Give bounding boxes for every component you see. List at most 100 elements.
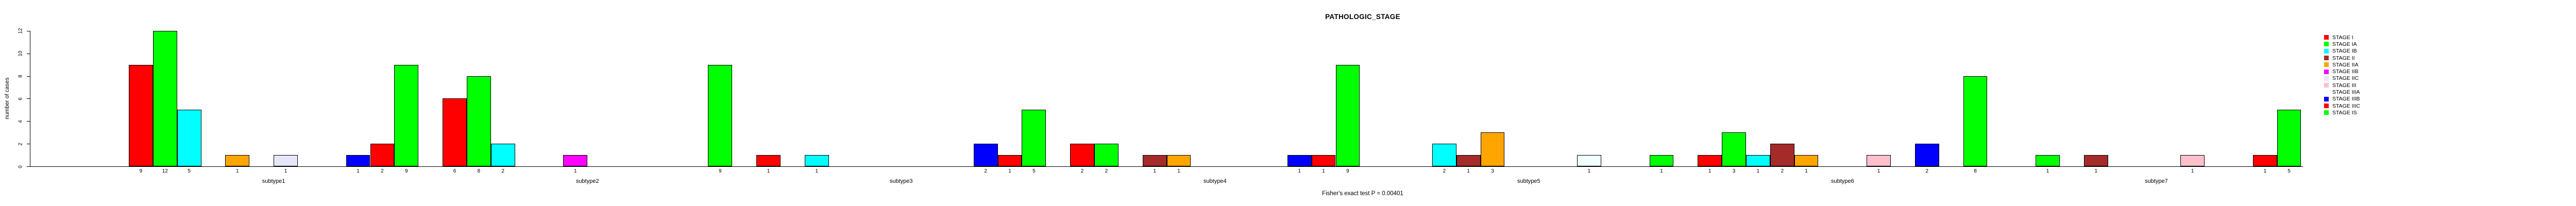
legend-label: STAGE IIIA — [2332, 89, 2360, 96]
legend-item: STAGE IB — [2324, 48, 2360, 55]
bar-value-label: 3 — [1491, 168, 1494, 174]
bar-subtype4-stage-is — [1335, 64, 1360, 166]
bar-subtype1-stage-iiib — [346, 155, 370, 166]
bar-value-label: 1 — [357, 168, 360, 174]
legend-label: STAGE IB — [2332, 48, 2357, 55]
bar-value-label: 2 — [984, 168, 987, 174]
y-tick — [27, 98, 30, 99]
bar-subtype6-stage-iiib — [1914, 144, 1939, 166]
legend-swatch — [2324, 90, 2329, 95]
bar-value-label: 1 — [2263, 168, 2266, 174]
bar-subtype4-stage-i — [1070, 144, 1094, 166]
legend-swatch — [2324, 83, 2329, 88]
bar-value-label: 2 — [1443, 168, 1446, 174]
x-category-label-subtype5: subtype5 — [1517, 178, 1540, 184]
bar-value-label: 1 — [2046, 168, 2049, 174]
legend-item: STAGE IS — [2324, 109, 2360, 116]
bar-subtype1-stage-i — [129, 64, 153, 166]
bar-subtype6-stage-ib — [1745, 155, 1770, 166]
y-tick — [27, 121, 30, 122]
legend-label: STAGE III — [2332, 82, 2357, 89]
legend-item: STAGE IIA — [2324, 61, 2360, 68]
bar-subtype7-stage-is — [2277, 110, 2301, 166]
bar-value-label: 5 — [2287, 168, 2291, 174]
bar-subtype6-stage-ia — [1722, 132, 1746, 166]
bar-subtype3-stage-ib — [804, 155, 829, 166]
bar-subtype1-stage-iiic — [370, 144, 395, 166]
x-category-label-subtype6: subtype6 — [1831, 178, 1854, 184]
bar-value-label: 8 — [477, 168, 481, 174]
bar-subtype2-stage-i — [443, 98, 467, 166]
bar-value-label: 9 — [719, 168, 722, 174]
bar-subtype7-stage-ii — [2083, 155, 2108, 166]
bar-value-label: 9 — [404, 168, 408, 174]
legend-swatch — [2324, 48, 2329, 54]
bar-subtype5-stage-is — [1649, 155, 1674, 166]
bar-value-label: 1 — [1708, 168, 1711, 174]
legend-item: STAGE IIIC — [2324, 102, 2360, 109]
legend-item: STAGE III — [2324, 82, 2360, 89]
y-tick-label: 8 — [18, 75, 24, 78]
legend-item: STAGE IA — [2324, 41, 2360, 47]
bar-subtype3-stage-i — [756, 155, 781, 166]
bar-value-label: 2 — [381, 168, 384, 174]
bar-subtype4-stage-iia — [1166, 155, 1191, 166]
bar-value-label: 9 — [139, 168, 143, 174]
legend-swatch — [2324, 35, 2329, 40]
bar-value-label: 1 — [236, 168, 239, 174]
bar-subtype4-stage-iiic — [1311, 155, 1336, 166]
chart-title: PATHOLOGIC_STAGE — [1325, 13, 1400, 21]
legend-label: STAGE IIB — [2332, 68, 2359, 75]
bar-subtype2-stage-is — [708, 64, 733, 166]
bar-value-label: 1 — [1805, 168, 1808, 174]
bar-subtype7-stage-iii — [2180, 155, 2205, 166]
bar-subtype7-stage-ia — [2036, 155, 2060, 166]
y-tick-label: 10 — [18, 50, 24, 57]
bar-value-label: 1 — [1877, 168, 1880, 174]
legend-label: STAGE IIIB — [2332, 96, 2360, 102]
legend-label: STAGE IIIC — [2332, 102, 2361, 109]
bar-subtype5-stage-iiia — [1577, 155, 1601, 166]
bar-subtype6-stage-ii — [1770, 144, 1794, 166]
y-tick-label: 12 — [18, 28, 24, 35]
x-category-label-subtype4: subtype4 — [1203, 178, 1227, 184]
bar-subtype4-stage-ii — [1142, 155, 1167, 166]
legend-label: STAGE II — [2332, 55, 2355, 61]
bar-value-label: 1 — [1660, 168, 1663, 174]
bar-value-label: 3 — [1732, 168, 1736, 174]
legend-label: STAGE IS — [2332, 109, 2357, 116]
x-category-label-subtype1: subtype1 — [262, 178, 285, 184]
bar-subtype6-stage-iia — [1794, 155, 1819, 166]
y-axis-label: number of cases — [4, 77, 10, 119]
bar-value-label: 1 — [1153, 168, 1156, 174]
y-tick-label: 6 — [18, 97, 24, 100]
bar-value-label: 2 — [1781, 168, 1784, 174]
bar-value-label: 1 — [284, 168, 287, 174]
legend-item: STAGE IIIB — [2324, 96, 2360, 102]
y-tick — [27, 166, 30, 167]
bar-value-label: 1 — [1587, 168, 1591, 174]
bar-subtype3-stage-iiic — [997, 155, 1022, 166]
bar-value-label: 2 — [1080, 168, 1084, 174]
bar-value-label: 5 — [1032, 168, 1036, 174]
fisher-test-caption: Fisher's exact test P = 0.00401 — [1322, 191, 1403, 197]
bar-subtype3-stage-iiib — [973, 144, 998, 166]
bar-subtype2-stage-ib — [490, 144, 515, 166]
legend-label: STAGE IA — [2332, 41, 2357, 47]
bar-subtype1-stage-iia — [225, 155, 250, 166]
bar-subtype5-stage-ii — [1456, 155, 1481, 166]
bar-value-label: 1 — [1008, 168, 1011, 174]
bar-subtype7-stage-iiic — [2252, 155, 2277, 166]
bar-value-label: 6 — [453, 168, 456, 174]
legend-item: STAGE I — [2324, 34, 2360, 41]
legend-swatch — [2324, 96, 2329, 101]
bar-value-label: 1 — [1467, 168, 1470, 174]
bar-subtype1-stage-iic — [274, 155, 298, 166]
legend-item: STAGE II — [2324, 55, 2360, 61]
x-category-label-subtype2: subtype2 — [575, 178, 599, 184]
y-tick-label: 0 — [18, 165, 24, 168]
bar-value-label: 1 — [2094, 168, 2098, 174]
y-tick-label: 4 — [18, 120, 24, 123]
bar-value-label: 12 — [162, 168, 168, 174]
legend-item: STAGE IIC — [2324, 75, 2360, 82]
